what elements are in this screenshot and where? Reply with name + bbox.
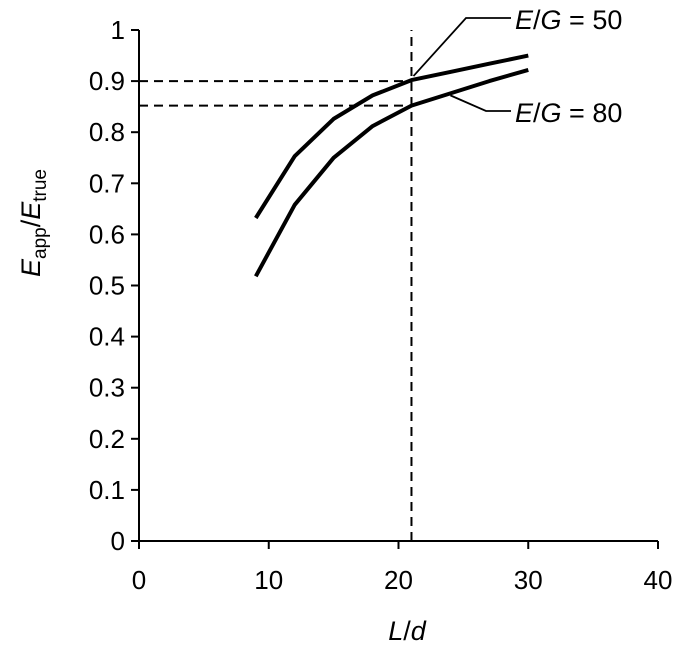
y-axis-title: Eapp/Etrue <box>16 169 51 277</box>
x-axis-title: L/d <box>388 616 427 646</box>
y-tick-label: 0.5 <box>89 271 125 301</box>
leader-line-eg50 <box>412 17 511 77</box>
y-tick-label: 0.6 <box>89 219 125 249</box>
x-tick-label: 40 <box>644 565 673 595</box>
ticks <box>131 29 659 549</box>
series-line-eg50 <box>254 53 529 220</box>
tick-labels: 00.10.20.30.40.50.60.70.80.910 10 20 30 40 <box>89 15 673 595</box>
x-tick-label: 10 <box>254 565 283 595</box>
y-tick-label: 0.7 <box>89 168 125 198</box>
y-tick-label: 0.4 <box>89 322 125 352</box>
reference-lines <box>139 30 413 541</box>
series-label-leaders <box>412 17 511 112</box>
series-line-eg80 <box>254 67 529 278</box>
y-tick-label: 0.3 <box>89 373 125 403</box>
y-tick-label: 0.8 <box>89 117 125 147</box>
leader-line-eg80 <box>450 94 511 112</box>
x-tick-label: 20 <box>384 565 413 595</box>
y-tick-label: 0 <box>111 526 125 556</box>
x-tick-label: 0 <box>132 565 146 595</box>
series-lines <box>254 53 529 278</box>
y-tick-label: 1 <box>111 15 125 45</box>
y-tick-label: 0.2 <box>89 424 125 454</box>
y-tick-label: 0.9 <box>89 66 125 96</box>
series-label-eg80: E/G = 80 <box>515 98 622 128</box>
series-label-eg50: E/G = 50 <box>515 5 622 35</box>
y-tick-label: 0.1 <box>89 475 125 505</box>
x-tick-label: 30 <box>514 565 543 595</box>
